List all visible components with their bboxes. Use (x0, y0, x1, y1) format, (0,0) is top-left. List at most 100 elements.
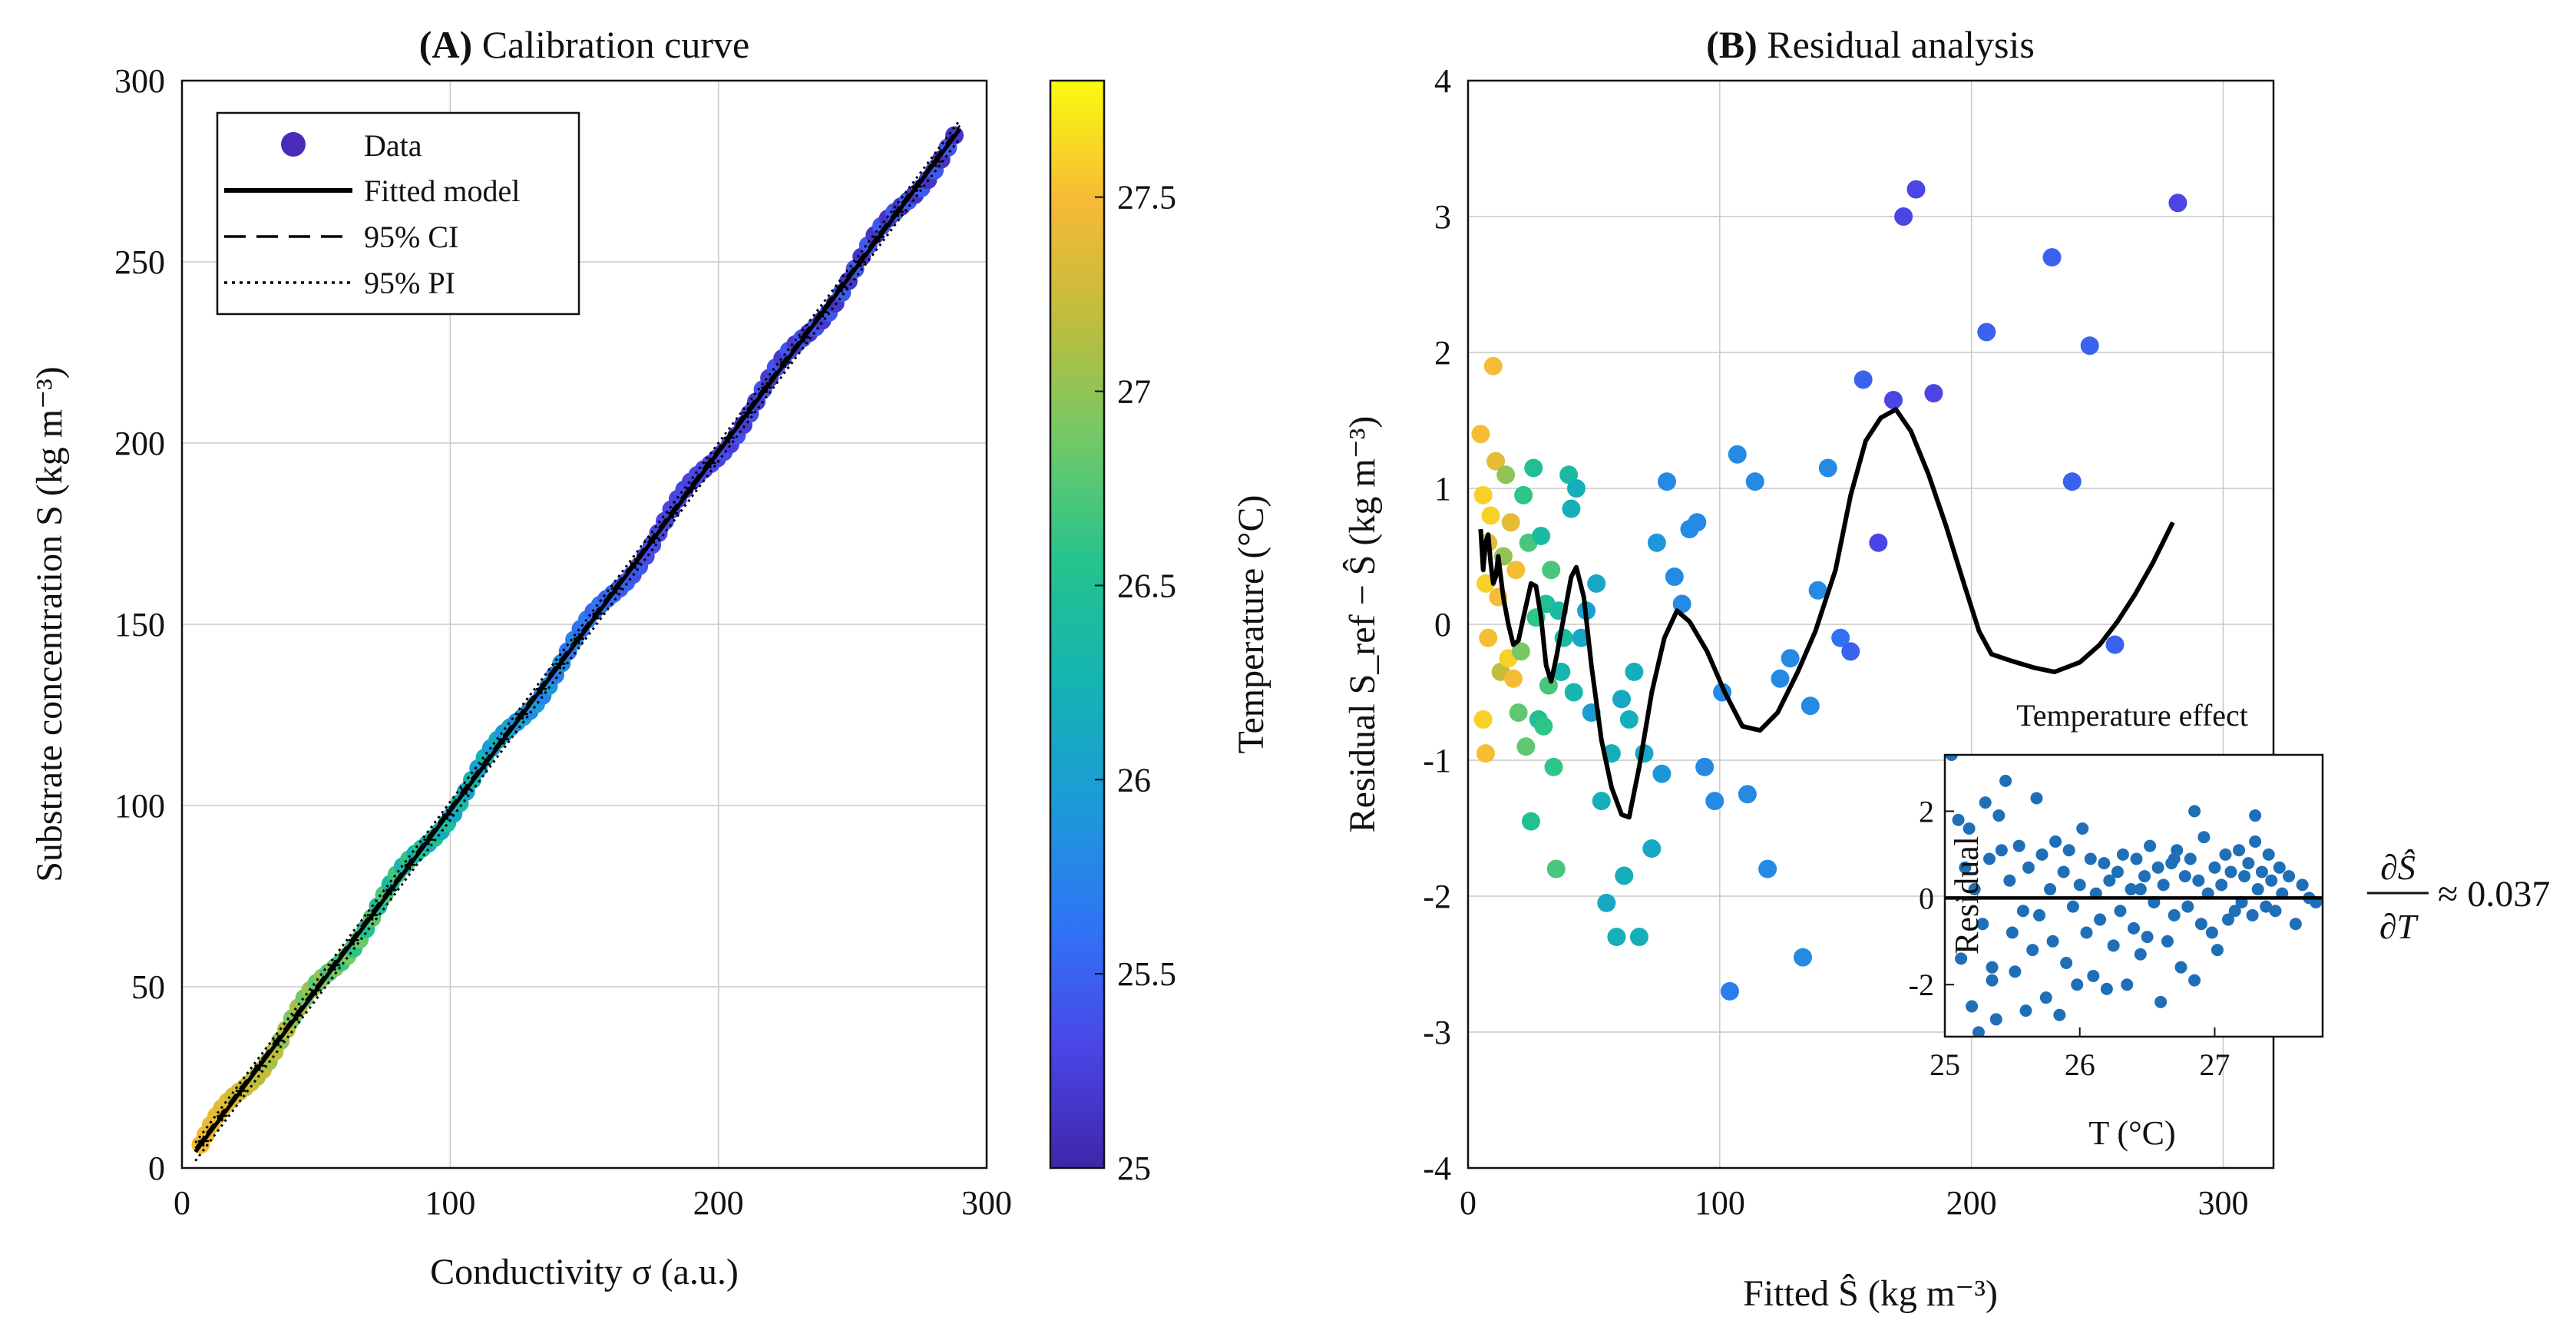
inset-point (2057, 865, 2070, 878)
inset-point (2238, 870, 2251, 883)
inset-points (1945, 755, 2323, 1037)
annotation-value: ≈ 0.037 (2438, 874, 2550, 915)
y-tick-label: 1 (1434, 470, 1451, 508)
residual-point (2042, 248, 2062, 267)
residual-point (1615, 866, 1634, 885)
inset-point (2039, 991, 2052, 1004)
inset-point (2022, 861, 2035, 874)
inset-point (2208, 861, 2221, 874)
residual-point (1728, 445, 1747, 464)
inset-point (2053, 1008, 2066, 1021)
residual-point (1481, 506, 1500, 525)
inset-point (2134, 883, 2147, 896)
colorbar-tick-label: 26 (1117, 761, 1151, 799)
residual-point (1514, 485, 1533, 505)
residual-point (1597, 893, 1616, 912)
inset-point (2141, 931, 2154, 944)
inset-ticks: 25 26 27 -2 0 2 (1909, 794, 2230, 1082)
residual-point (1657, 472, 1676, 491)
residual-point (1924, 384, 1943, 403)
inset-point (1955, 952, 1968, 965)
x-tick-label: 300 (2197, 1184, 2248, 1222)
residual-point (1552, 662, 1571, 681)
y-tick-label: 4 (1434, 62, 1451, 100)
inset-point (2174, 961, 2187, 974)
residual-point (1625, 662, 1644, 681)
inset-point (2060, 957, 2073, 970)
y-tick-label: -1 (1423, 742, 1451, 779)
x-tick-label: 300 (961, 1184, 1012, 1222)
residual-point (1471, 425, 1490, 444)
inset-point (2289, 918, 2302, 931)
inset-point (2100, 982, 2113, 995)
inset-point (2194, 918, 2207, 931)
inset-point (2197, 831, 2211, 844)
panel-b-ylabel: Residual S_ref − Ŝ (kg m⁻³) (1341, 416, 1383, 833)
inset-point (2033, 908, 2045, 921)
legend-ci-label: 95% CI (364, 220, 458, 254)
residual-point (1559, 465, 1579, 485)
residual-point (1521, 812, 1540, 831)
residual-point (1647, 533, 1666, 552)
residual-point (2105, 635, 2125, 654)
inset-point (2296, 878, 2309, 892)
colorbar-tick-label: 27 (1117, 373, 1151, 411)
inset-point (2019, 1004, 2032, 1017)
inset-point (2107, 939, 2120, 952)
inset-point (2184, 852, 2197, 865)
panel-b: (B) Residual analysis 0 100 200 300-4-3-2-1… (1341, 23, 2550, 1314)
inset-point (2073, 878, 2086, 892)
inset-point (2035, 848, 2049, 861)
residual-point (1504, 669, 1523, 688)
inset-point (2049, 835, 2062, 848)
residual-point (1771, 669, 1790, 688)
residual-point (1501, 513, 1520, 532)
colorbar: 25 25.5 26 26.5 27 27.5 Temperature (°C) (1049, 79, 1271, 1187)
residual-point (1511, 642, 1530, 661)
inset-point (2138, 870, 2151, 883)
y-tick-label: 0 (148, 1150, 165, 1187)
residual-point (1619, 710, 1639, 729)
inset-point (2026, 944, 2039, 957)
residual-point (1473, 710, 1493, 729)
inset-point (2251, 883, 2264, 896)
inset-axes-box (1943, 753, 2324, 1038)
inset-point (2087, 969, 2100, 982)
x-tick-label: 0 (174, 1184, 190, 1222)
panel-b-axes-box (1467, 79, 2275, 1170)
residual-point (1818, 458, 1837, 478)
residual-point (1542, 561, 1561, 580)
inset-point (2030, 792, 2043, 805)
residual-point (1831, 628, 1850, 647)
inset-point (2071, 978, 2084, 991)
residual-point (1629, 928, 1648, 947)
fit-line (193, 127, 962, 1153)
inset-point (2188, 974, 2201, 987)
colorbar-tick-label: 25 (1117, 1150, 1151, 1187)
inset-x-tick-label: 25 (1930, 1047, 1960, 1082)
inset-x-tick-label: 26 (2065, 1047, 2095, 1082)
inset-point (2016, 905, 2029, 918)
residual-point (1506, 561, 1526, 580)
inset-point (2260, 900, 2273, 913)
inset-point (1959, 861, 1972, 874)
panel-b-title: (B) Residual analysis (1706, 23, 2035, 66)
residual-point (1738, 785, 1757, 804)
inset-point (2116, 848, 2129, 861)
legend-pi-label: 95% PI (364, 266, 455, 300)
residual-point (1612, 690, 1631, 709)
panel-a-title-text: Calibration curve (482, 23, 750, 66)
residual-point (1758, 859, 1777, 878)
inset-point (1989, 1013, 2002, 1026)
panel-b-title-tag: (B) (1706, 23, 1758, 66)
inset-point (2076, 822, 2089, 835)
residual-point (1483, 356, 1503, 376)
inset-point (2094, 913, 2107, 926)
inset-point (2168, 852, 2181, 865)
inset-point (2249, 835, 2262, 848)
inset: Temperature effect 25 26 27 -2 0 2 T (°C) Res… (1909, 698, 2324, 1152)
residual-point (1665, 567, 1684, 587)
inset-point (2161, 935, 2174, 948)
sensitivity-annotation: ∂Ŝ ∂T ≈ 0.037 (2367, 848, 2550, 946)
residual-point (2062, 472, 2082, 491)
